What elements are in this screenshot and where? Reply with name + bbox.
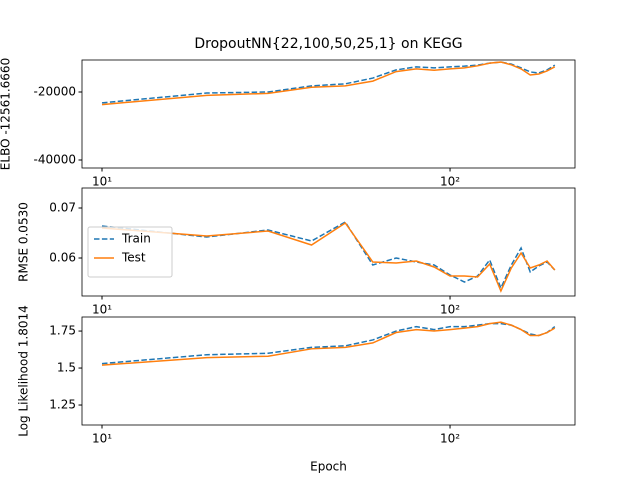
y-axis-label: RMSE 0.0530 bbox=[17, 202, 31, 282]
x-tick-label: 10¹ bbox=[92, 432, 112, 446]
line-series bbox=[101, 221, 556, 293]
legend-label: Train bbox=[121, 232, 151, 246]
y-tick-label: -40000 bbox=[33, 153, 76, 167]
y-axis-label: Log Likelihood 1.8014 bbox=[17, 305, 31, 437]
x-tick-label: 10¹ bbox=[92, 175, 112, 189]
y-tick-label: 1.75 bbox=[49, 324, 76, 338]
plot-frame bbox=[81, 316, 576, 426]
plot-frame bbox=[81, 187, 576, 297]
line-series bbox=[101, 322, 556, 365]
x-tick-label: 10² bbox=[440, 175, 460, 189]
legend-box bbox=[87, 226, 173, 278]
y-tick-label: 0.06 bbox=[49, 251, 76, 265]
x-axis-label: Epoch bbox=[310, 460, 347, 474]
y-tick-label: 1.5 bbox=[57, 361, 76, 375]
line-series bbox=[101, 220, 556, 290]
x-tick-label: 10¹ bbox=[92, 303, 112, 317]
x-tick-label: 10² bbox=[440, 303, 460, 317]
line-series bbox=[101, 321, 556, 366]
line-series bbox=[101, 61, 556, 104]
line-series bbox=[101, 61, 556, 106]
y-axis-label: ELBO -12561.6660 bbox=[0, 58, 13, 170]
y-tick-label: -20000 bbox=[33, 84, 76, 98]
x-tick-label: 10² bbox=[440, 432, 460, 446]
y-tick-label: 1.25 bbox=[49, 398, 76, 412]
chart-title: DropoutNN{22,100,50,25,1} on KEGG bbox=[194, 36, 462, 52]
plot-frame bbox=[81, 59, 576, 169]
y-tick-label: 0.07 bbox=[49, 201, 76, 215]
legend-label: Test bbox=[121, 251, 146, 265]
